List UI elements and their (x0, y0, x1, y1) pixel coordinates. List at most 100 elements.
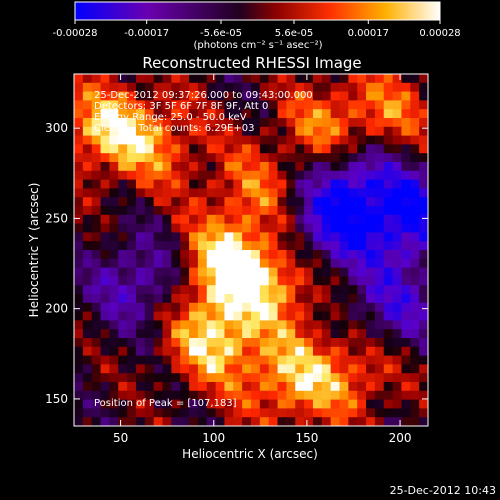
heatmap-cell (162, 100, 172, 110)
heatmap-cell (251, 82, 261, 93)
heatmap-cell (251, 364, 261, 374)
heatmap-cell (206, 91, 217, 101)
heatmap-cell (295, 241, 305, 251)
heatmap-cell (74, 91, 84, 101)
heatmap-cell (312, 188, 323, 198)
heatmap-cell (410, 118, 420, 128)
heatmap-cell (74, 408, 84, 418)
heatmap-cell (286, 329, 296, 339)
heatmap-cell (91, 329, 102, 339)
heatmap-cell (153, 311, 164, 321)
heatmap-cell (366, 188, 376, 198)
heatmap-cell (286, 320, 296, 330)
heatmap-cell (74, 302, 84, 313)
heatmap-cell (295, 232, 305, 242)
heatmap-cell (419, 223, 428, 233)
heatmap-cell (118, 206, 128, 216)
heatmap-cell (286, 197, 296, 207)
heatmap-cell (135, 338, 146, 348)
heatmap-cell (374, 135, 385, 145)
heatmap-cell (374, 399, 385, 409)
heatmap-cell (118, 82, 128, 93)
heatmap-cell (348, 382, 358, 392)
heatmap-cell (197, 311, 208, 321)
heatmap-cell (410, 267, 420, 277)
heatmap-cell (348, 302, 358, 313)
heatmap-cell (366, 197, 376, 207)
heatmap-cell (295, 338, 305, 348)
heatmap-cell (295, 320, 305, 330)
heatmap-cell (366, 74, 376, 84)
heatmap-cell (127, 109, 137, 119)
heatmap-cell (82, 364, 93, 374)
heatmap-cell (180, 311, 190, 321)
heatmap-cell (180, 118, 190, 128)
heatmap-cell (127, 82, 137, 93)
heatmap-cell (419, 267, 428, 277)
heatmap-cell (100, 399, 110, 409)
heatmap-cell (330, 109, 341, 119)
heatmap-cell (419, 373, 428, 383)
heatmap-cell (277, 153, 287, 163)
heatmap-cell (91, 373, 102, 383)
heatmap-cell (91, 382, 102, 392)
heatmap-cell (171, 170, 181, 181)
heatmap-cell (162, 241, 172, 251)
heatmap-cell (357, 311, 367, 321)
heatmap-cell (366, 109, 376, 119)
heatmap-cell (215, 135, 226, 145)
heatmap-cell (268, 206, 279, 216)
heatmap-cell (410, 417, 420, 426)
heatmap-cell (74, 223, 84, 233)
heatmap-cell (215, 399, 226, 409)
heatmap-cell (374, 417, 385, 426)
heatmap-cell (127, 311, 137, 321)
heatmap-cell (153, 320, 164, 330)
heatmap-cell (419, 74, 428, 84)
heatmap-cell (197, 390, 208, 401)
heatmap-cell (286, 82, 296, 93)
heatmap-cell (348, 320, 358, 330)
heatmap-cell (392, 109, 403, 119)
heatmap-cell (419, 109, 428, 119)
heatmap-cell (171, 197, 181, 207)
heatmap-cell (259, 258, 270, 269)
heatmap-cell (366, 338, 376, 348)
heatmap-cell (251, 91, 261, 101)
heatmap-cell (100, 232, 110, 242)
heatmap-cell (312, 223, 323, 233)
heatmap-cell (74, 373, 84, 383)
heatmap-cell (82, 82, 93, 93)
heatmap-cell (357, 170, 367, 181)
heatmap-cell (180, 373, 190, 383)
heatmap-cell (189, 302, 199, 313)
plot-frame (73, 73, 429, 427)
heatmap-cell (197, 241, 208, 251)
heatmap-cell (295, 206, 305, 216)
heatmap-cell (144, 214, 155, 225)
heatmap-cell (127, 276, 137, 286)
heatmap-cell (162, 153, 172, 163)
heatmap-cell (312, 206, 323, 216)
heatmap-cell (366, 135, 376, 145)
heatmap-cell (197, 294, 208, 304)
heatmap-cell (295, 170, 305, 181)
heatmap-cell (268, 153, 279, 163)
heatmap-cell (339, 338, 349, 348)
heatmap-cell (374, 346, 385, 357)
heatmap-cell (233, 373, 243, 383)
heatmap-cell (374, 197, 385, 207)
heatmap-cell (162, 206, 172, 216)
heatmap-cell (286, 118, 296, 128)
heatmap-cell (357, 346, 367, 357)
heatmap-cell (366, 417, 376, 426)
heatmap-cell (366, 373, 376, 383)
heatmap-cell (348, 294, 358, 304)
heatmap-cell (180, 232, 190, 242)
heatmap-cell (171, 179, 181, 189)
heatmap-cell (118, 329, 128, 339)
heatmap-cell (304, 197, 314, 207)
heatmap-cell (330, 179, 341, 189)
heatmap-cell (410, 382, 420, 392)
colorbar: -0.00028 -0.00017 -5.6e-05 5.6e-05 0.00017 0.… (53, 1, 461, 51)
